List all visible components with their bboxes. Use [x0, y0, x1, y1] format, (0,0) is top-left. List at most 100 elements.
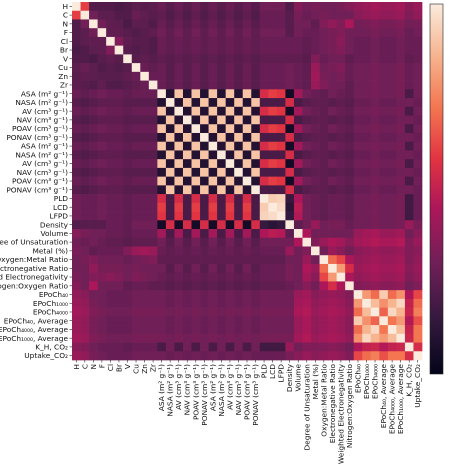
heatmap-cell [259, 124, 269, 134]
heatmap-cell [268, 167, 278, 177]
heatmap-cell [225, 80, 235, 90]
heatmap-cell [370, 28, 380, 38]
x-tick-label: Metal (%) [311, 364, 320, 400]
heatmap-cell [242, 10, 252, 20]
x-tick-label: F [97, 364, 106, 368]
heatmap-cell [259, 255, 269, 265]
y-tick-label: rogen:Oxygen Ratio [0, 281, 68, 290]
heatmap-cell [148, 150, 158, 160]
heatmap-cell [379, 167, 389, 177]
heatmap-cell [293, 80, 303, 90]
heatmap-cell [242, 115, 252, 125]
heatmap-cell [217, 10, 227, 20]
heatmap-cell [285, 159, 295, 169]
heatmap-cell [165, 10, 175, 20]
heatmap-cell [311, 63, 320, 73]
heatmap-cell [165, 159, 175, 169]
heatmap-cell [379, 255, 389, 265]
heatmap-cell [89, 106, 98, 116]
heatmap-cell [234, 106, 244, 116]
heatmap-cell [131, 45, 141, 55]
heatmap-cell [413, 272, 423, 282]
heatmap-cell [89, 63, 98, 73]
heatmap-cell [251, 54, 261, 64]
heatmap-cell [148, 351, 158, 361]
heatmap-cell [234, 307, 244, 317]
heatmap-cell [387, 80, 397, 90]
heatmap-cell [387, 351, 397, 361]
heatmap-cell [157, 159, 167, 169]
heatmap-cell [345, 98, 355, 108]
heatmap-cell [353, 159, 363, 169]
heatmap-cell [328, 54, 337, 64]
heatmap-cell [182, 150, 192, 160]
heatmap-cell [191, 124, 201, 134]
heatmap-cell [225, 229, 235, 239]
heatmap-cell [276, 124, 286, 134]
heatmap-cell [80, 255, 90, 265]
heatmap-cell [97, 342, 107, 352]
heatmap-cell [106, 19, 116, 29]
heatmap-cell [148, 124, 158, 134]
heatmap-cell [208, 98, 218, 108]
heatmap-cell [370, 290, 380, 300]
heatmap-cell [328, 159, 337, 169]
heatmap-cell [396, 194, 406, 204]
heatmap-cell [123, 298, 133, 308]
heatmap-cell [89, 45, 98, 55]
heatmap-cell [140, 80, 150, 90]
heatmap-cell [311, 229, 320, 239]
heatmap-cell [268, 281, 278, 291]
y-tick-label: Electronegative Ratio [0, 264, 68, 273]
heatmap-cell [191, 342, 201, 352]
heatmap-cell [251, 237, 261, 247]
y-tick-label: ASA (m² g⁻¹) [21, 89, 68, 98]
heatmap-cell [114, 115, 124, 125]
heatmap-cell [72, 246, 81, 256]
heatmap-cell [276, 194, 286, 204]
heatmap-cell [106, 220, 116, 230]
heatmap-cell [123, 159, 133, 169]
heatmap-cell [268, 19, 278, 29]
heatmap-cell [106, 351, 116, 361]
x-tick-label: Degree of Unsaturation [302, 364, 311, 451]
heatmap-cell [234, 281, 244, 291]
heatmap-cell [285, 10, 295, 20]
heatmap-cell [140, 211, 150, 221]
heatmap-cell [268, 28, 278, 38]
heatmap-cell [157, 98, 167, 108]
heatmap-cell [225, 106, 235, 116]
heatmap-cell [370, 351, 380, 361]
heatmap-cell [97, 272, 107, 282]
heatmap-cell [353, 342, 363, 352]
heatmap-cell [396, 141, 406, 151]
heatmap-cell [353, 141, 363, 151]
heatmap-cell [362, 19, 372, 29]
heatmap-cell [413, 124, 423, 134]
heatmap-cell [157, 89, 167, 99]
heatmap-cell [174, 28, 184, 38]
heatmap-cell [379, 63, 389, 73]
heatmap-cell [404, 342, 414, 352]
heatmap-cell [114, 333, 124, 343]
heatmap-cell [396, 106, 406, 116]
heatmap-cell [251, 45, 261, 55]
heatmap-cell [379, 89, 389, 99]
x-tick-label: Zr [149, 363, 158, 372]
heatmap-cell [370, 185, 380, 195]
heatmap-cell [114, 272, 124, 282]
heatmap-cell [80, 325, 90, 335]
y-tick-label: Zn [58, 72, 68, 81]
heatmap-cell [387, 272, 397, 282]
heatmap-cell [191, 263, 201, 274]
heatmap-cell [370, 36, 380, 47]
heatmap-cell [217, 159, 227, 169]
heatmap-cell [311, 333, 320, 343]
heatmap-cell [404, 307, 414, 317]
heatmap-cell [268, 89, 278, 99]
heatmap-cell [328, 115, 337, 125]
heatmap-cell [182, 220, 192, 230]
heatmap-cell [123, 351, 133, 361]
heatmap-cell [174, 71, 184, 81]
heatmap-cell [200, 89, 209, 99]
